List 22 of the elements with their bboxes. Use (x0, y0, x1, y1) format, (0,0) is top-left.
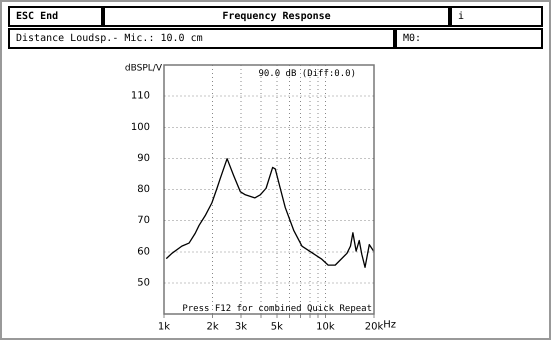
y-axis-title: dBSPL/V (124, 63, 163, 74)
text: ESC End (8, 6, 103, 27)
y-tick-label: 80 (137, 184, 150, 196)
x-tick-label: 5k (270, 322, 284, 333)
text: i (450, 6, 543, 27)
text: M0: (395, 28, 543, 49)
y-tick-label: 90 (137, 152, 150, 164)
y-tick-label: 100 (130, 122, 150, 133)
y-tick-label: 110 (130, 90, 150, 102)
chart-title: Frequency Response (103, 6, 450, 27)
y-tick-label: 60 (137, 246, 150, 258)
x-tick-label: 10k (316, 322, 335, 333)
annotation: 90.0 dB (Diff:0.0) (258, 68, 356, 79)
chart-subtitle: Distance Loudsp.- Mic.: 10.0 cm (8, 28, 395, 49)
y-tick-label: 50 (137, 277, 150, 288)
x-tick-label: 3k (234, 322, 248, 333)
x-tick-label: 1k (158, 322, 170, 333)
annotation: Press F12 for combined Quick Repeat (182, 304, 372, 314)
x-tick-label: 20k (364, 322, 384, 333)
x-tick-label: 2k (206, 322, 219, 333)
x-axis-title: Hz (383, 320, 396, 331)
y-tick-label: 70 (137, 215, 150, 226)
